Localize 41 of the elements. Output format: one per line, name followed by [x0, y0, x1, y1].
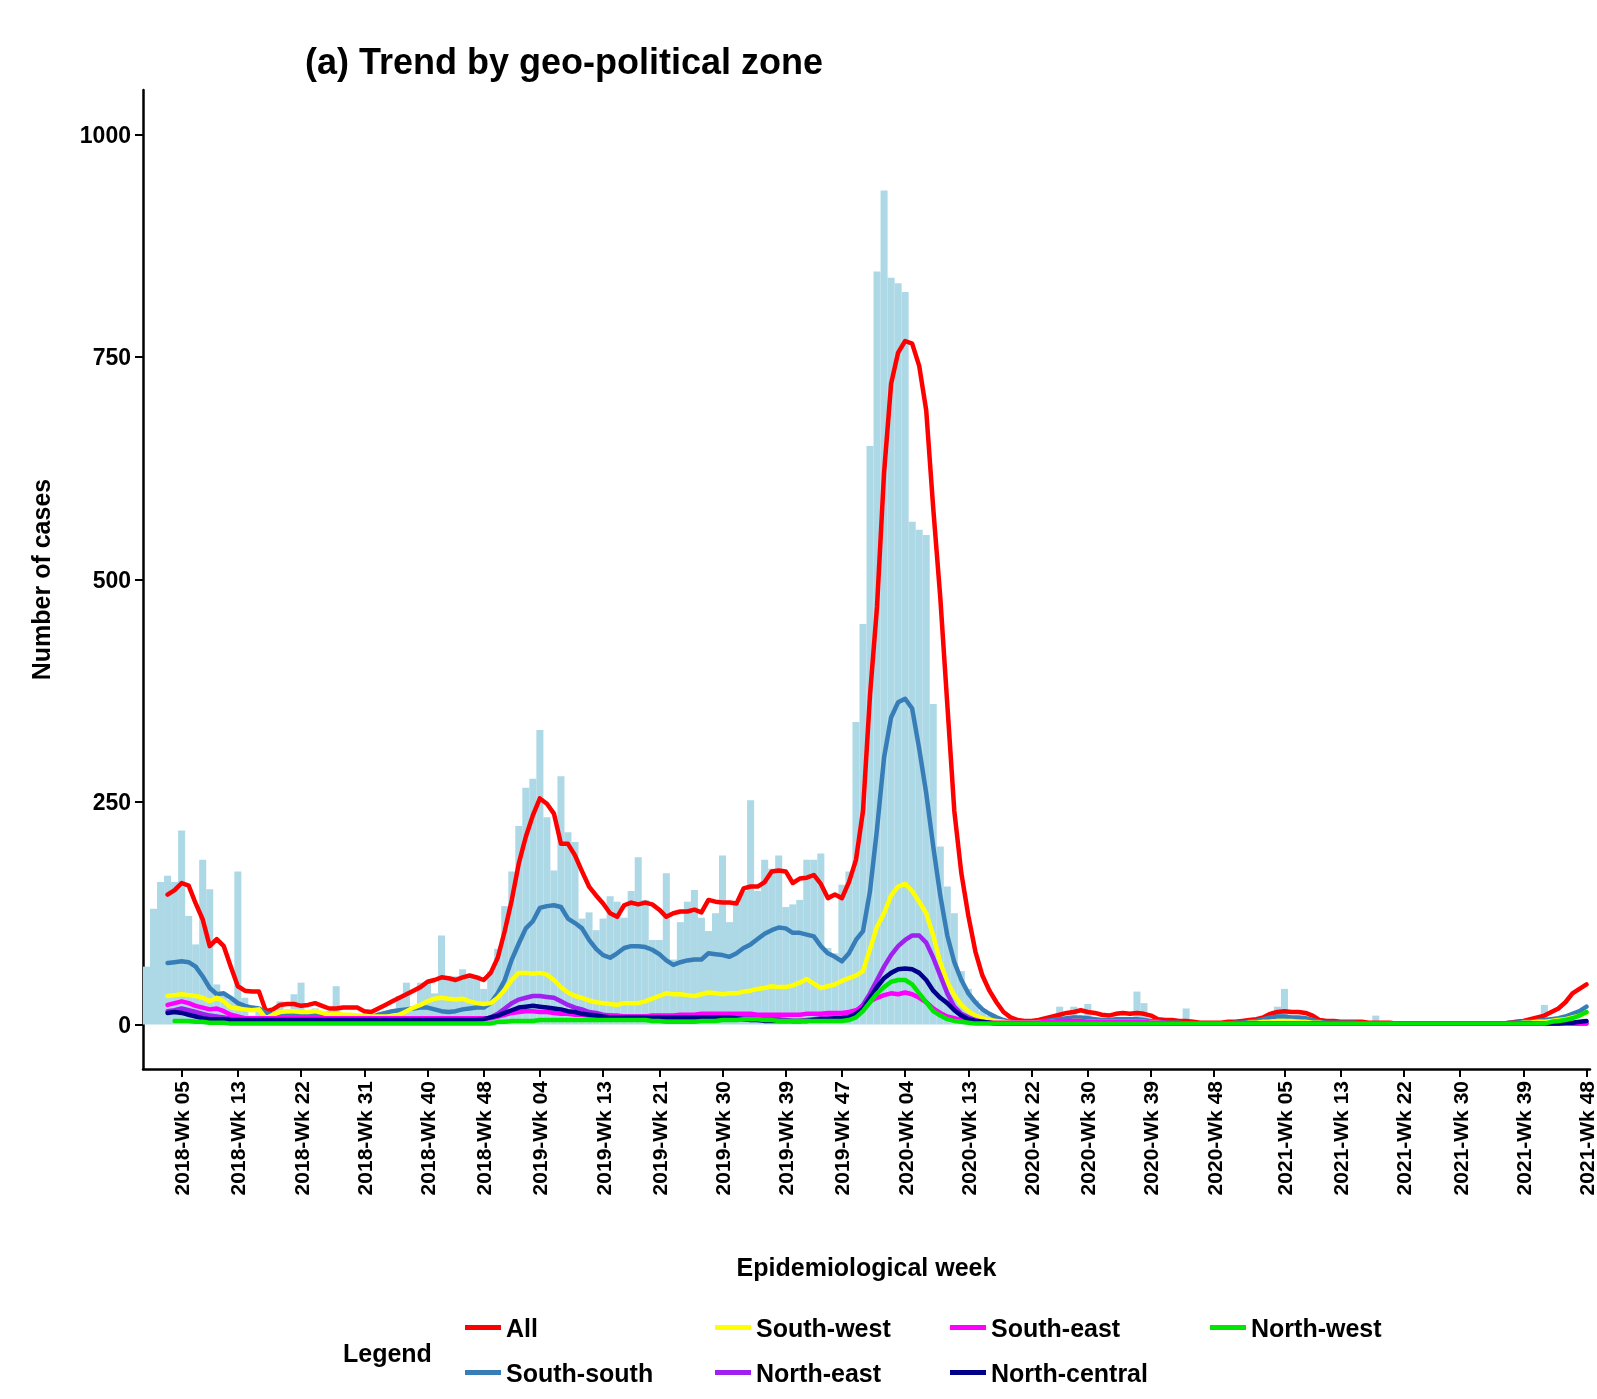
x-tick-label: 2019-Wk 21	[647, 1080, 671, 1196]
x-tick-label: 2020-Wk 39	[1139, 1081, 1163, 1196]
x-tick-label: 2021-Wk 30	[1448, 1081, 1472, 1196]
x-tick-label: 2019-Wk 30	[711, 1081, 735, 1196]
legend-label: South-south	[506, 1358, 654, 1387]
y-tick-label: 500	[92, 566, 131, 593]
legend-label: North-east	[756, 1358, 882, 1387]
x-tick-label: 2019-Wk 04	[528, 1080, 552, 1196]
legend-label: South-west	[756, 1313, 892, 1342]
y-tick-label: 0	[118, 1011, 131, 1038]
x-tick-label: 2021-Wk 13	[1329, 1081, 1353, 1196]
x-tick-label: 2021-Wk 48	[1575, 1080, 1597, 1196]
x-tick-label: 2020-Wk 30	[1076, 1081, 1100, 1196]
legend-label: South-east	[991, 1313, 1121, 1342]
x-tick-label: 2020-Wk 48	[1202, 1080, 1226, 1196]
chart-title: (a) Trend by geo-political zone	[305, 40, 824, 82]
y-tick-label: 250	[92, 789, 131, 815]
legend-label: All	[506, 1313, 538, 1342]
x-tick-label: 2019-Wk 39	[774, 1081, 798, 1196]
x-tick-label: 2019-Wk 47	[830, 1081, 854, 1196]
x-tick-label: 2018-Wk 22	[289, 1081, 313, 1196]
x-tick-label: 2021-Wk 39	[1511, 1081, 1535, 1196]
x-tick-label: 2018-Wk 13	[226, 1081, 250, 1196]
y-axis-title: Number of cases	[26, 478, 55, 681]
x-tick-label: 2021-Wk 22	[1392, 1081, 1416, 1196]
line-series	[172, 977, 1589, 1026]
legend-label: North-central	[991, 1358, 1148, 1387]
x-tick-label: 2021-Wk 05	[1272, 1080, 1296, 1196]
x-tick-label: 2018-Wk 48	[472, 1080, 496, 1196]
x-tick-label: 2020-Wk 22	[1020, 1081, 1044, 1196]
x-axis-title: Epidemiological week	[736, 1252, 997, 1281]
y-tick-label: 1000	[79, 121, 131, 148]
x-tick-label: 2018-Wk 40	[415, 1081, 439, 1196]
x-tick-label: 2020-Wk 13	[956, 1081, 980, 1196]
legend-label: North-west	[1251, 1313, 1383, 1342]
y-tick-label: 750	[92, 344, 131, 370]
x-tick-label: 2018-Wk 31	[352, 1080, 376, 1196]
x-tick-label: 2020-Wk 04	[893, 1080, 917, 1196]
x-tick-label: 2019-Wk 13	[591, 1081, 615, 1196]
x-tick-label: 2018-Wk 05	[170, 1080, 194, 1196]
legend-title: Legend	[343, 1338, 432, 1367]
